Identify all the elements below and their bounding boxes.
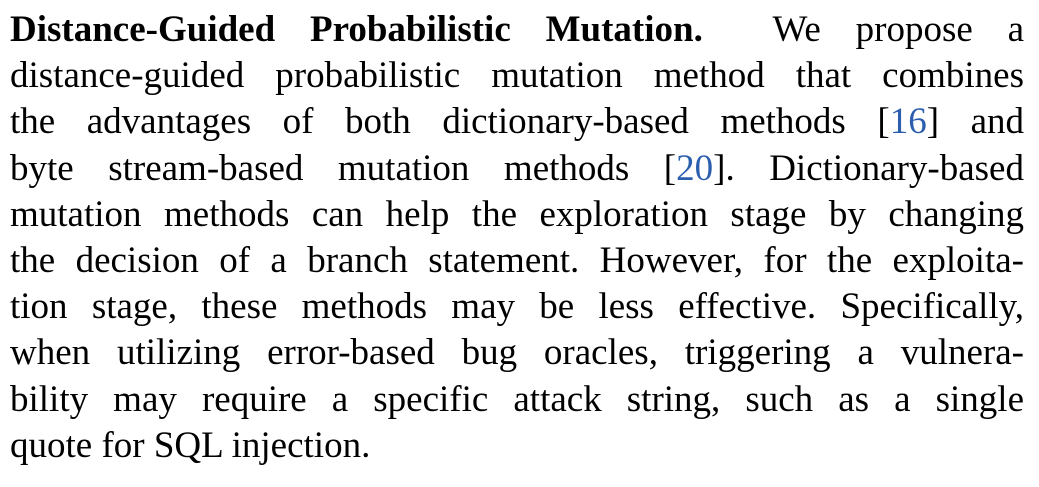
text-line-7: tion stage, these methods may be less ef…	[10, 286, 1024, 328]
text-line-8: when utilizing error-based bug oracles, …	[10, 332, 1024, 374]
text-segment: ] and	[926, 101, 1024, 143]
paragraph-heading: Distance-Guided Probabilistic Mutation.	[10, 9, 703, 50]
text-segment: ]. Dictionary-based	[713, 147, 1024, 189]
text-line-1: Distance-Guided Probabilistic Mutation. …	[10, 7, 1024, 53]
text-line-9: bility may require a specific attack str…	[10, 378, 1024, 420]
text-line-5: mutation methods can help the exploratio…	[10, 193, 1024, 235]
text-segment: byte stream-based mutation methods [	[10, 147, 677, 189]
paper-paragraph: Distance-Guided Probabilistic Mutation. …	[10, 7, 1024, 469]
text-line-4: byte stream-based mutation methods [20].…	[10, 146, 1024, 192]
text-line-10: quote for SQL injection.	[10, 424, 371, 466]
citation-link-20[interactable]: 20	[676, 147, 714, 189]
citation-link-16[interactable]: 16	[889, 101, 927, 143]
text-line-6: the decision of a branch statement. Howe…	[10, 239, 1024, 281]
text-segment: We propose a	[772, 9, 1025, 50]
text-segment: the advantages of both dictionary-based …	[10, 101, 890, 143]
text-line-2: distance-guided probabilistic mutation m…	[10, 55, 1024, 97]
text-line-3: the advantages of both dictionary-based …	[10, 99, 1024, 145]
